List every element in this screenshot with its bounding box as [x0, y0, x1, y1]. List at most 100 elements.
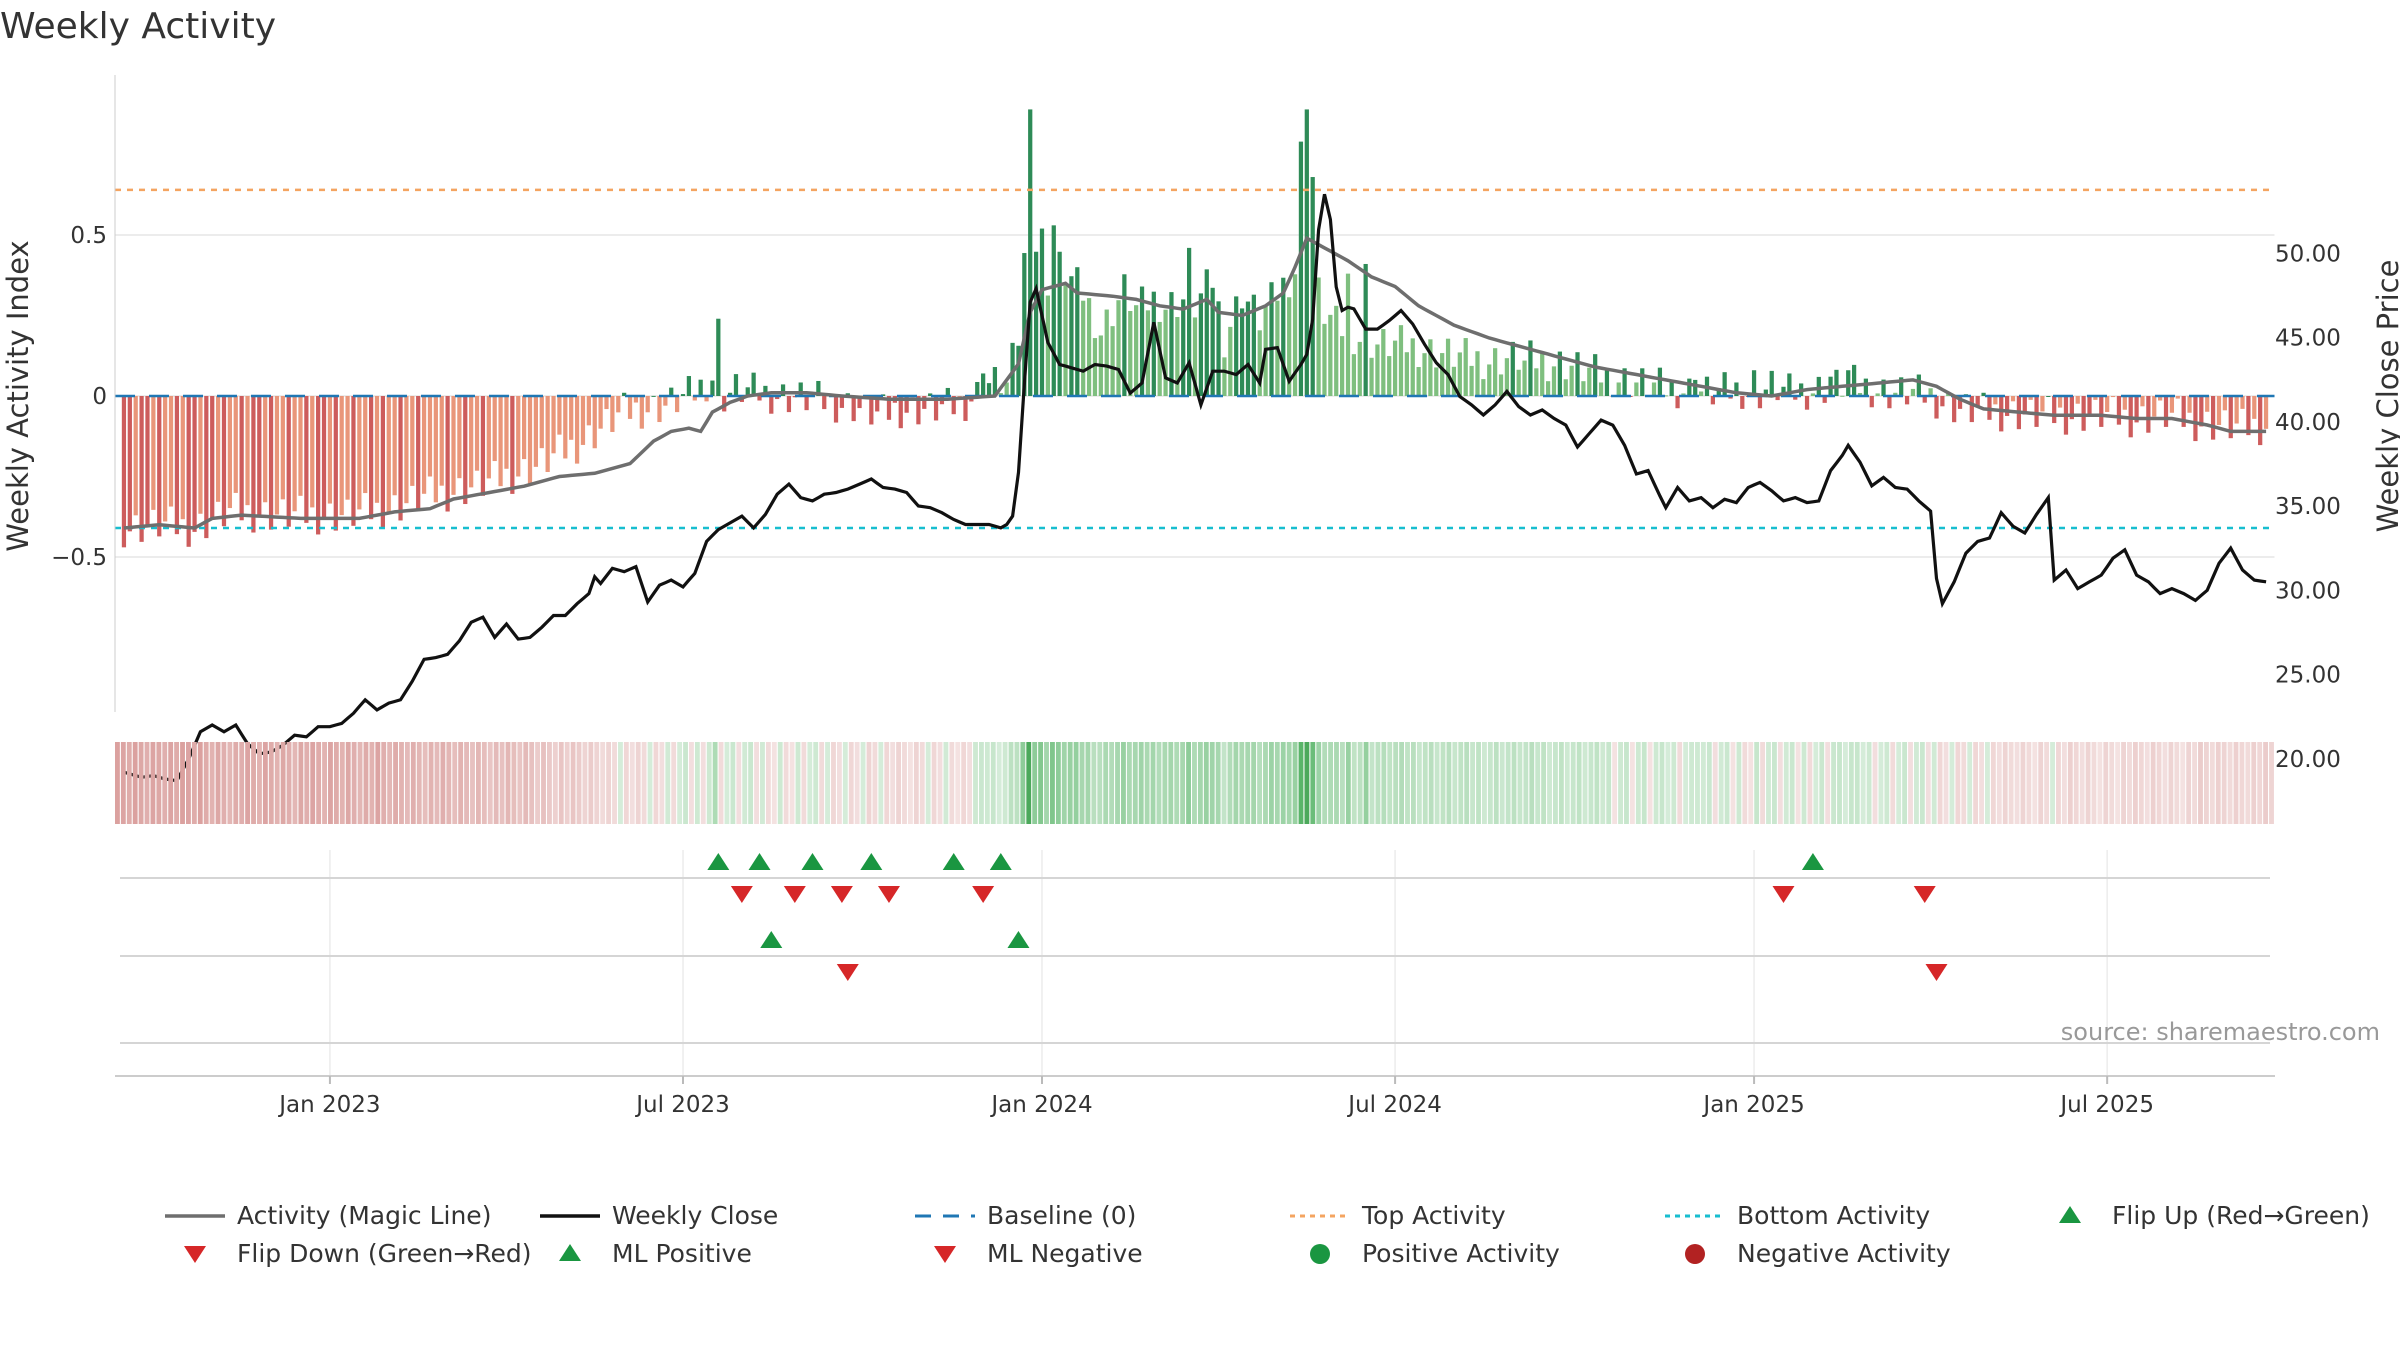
- activity-bar: [2228, 396, 2233, 439]
- legend-label: Positive Activity: [1362, 1239, 1560, 1268]
- heat-cell: [1766, 742, 1771, 824]
- activity-bar: [221, 396, 227, 527]
- activity-bar: [2222, 396, 2227, 411]
- heat-cell: [967, 742, 973, 824]
- activity-bar: [457, 396, 462, 479]
- activity-bar: [704, 396, 709, 402]
- activity-bar: [1616, 382, 1621, 396]
- activity-bar: [963, 396, 968, 421]
- activity-bar: [869, 396, 874, 425]
- activity-bar: [1793, 396, 1798, 400]
- heat-cell: [1505, 742, 1511, 824]
- activity-bar: [792, 396, 797, 398]
- activity-bar: [975, 381, 980, 396]
- activity-bar: [1357, 341, 1362, 396]
- activity-bar: [2175, 396, 2180, 399]
- legend-item: Baseline (0): [915, 1201, 1136, 1230]
- heat-cell: [919, 742, 925, 824]
- heat-cell: [1458, 742, 1464, 824]
- heat-cell: [665, 742, 671, 824]
- heat-cell: [1511, 742, 1517, 824]
- activity-bar: [1375, 344, 1380, 396]
- heat-cell: [641, 742, 647, 824]
- heat-cell: [1878, 742, 1884, 824]
- heat-cell: [1558, 742, 1564, 824]
- heat-cell: [1990, 742, 1996, 824]
- activity-bar: [1434, 367, 1439, 396]
- heat-cell: [286, 742, 292, 824]
- activity-bar: [1698, 391, 1704, 396]
- heat-cell: [943, 742, 949, 824]
- activity-bar: [1910, 388, 1916, 396]
- legend-circle-swatch: [1685, 1244, 1705, 1264]
- heat-cell: [890, 742, 896, 824]
- activity-bar: [392, 396, 397, 496]
- heat-cell: [2067, 742, 2073, 824]
- activity-bar: [710, 380, 715, 396]
- activity-bar: [1928, 388, 1933, 396]
- heat-cell: [126, 742, 132, 824]
- activity-bar: [1651, 382, 1657, 396]
- activity-bar: [886, 396, 892, 420]
- heat-cell: [1369, 742, 1375, 824]
- activity-bar: [898, 396, 903, 429]
- activity-bar: [786, 396, 792, 413]
- heat-cell: [227, 742, 233, 824]
- heat-cell: [872, 742, 878, 824]
- heat-cell: [2073, 742, 2079, 824]
- heat-cell: [1754, 742, 1760, 824]
- activity-bar: [2258, 396, 2263, 446]
- activity-bar: [1186, 247, 1192, 396]
- heat-cell: [1150, 742, 1156, 824]
- heat-cell: [570, 742, 576, 824]
- activity-bar: [1269, 282, 1274, 396]
- heat-cell: [1908, 742, 1913, 824]
- activity-bar: [951, 396, 956, 415]
- activity-heat-strip: [115, 742, 2274, 824]
- activity-bar: [1598, 382, 1604, 396]
- heat-cell: [884, 742, 890, 824]
- activity-bar: [1734, 382, 1739, 396]
- activity-bar: [527, 396, 533, 485]
- activity-bar: [404, 396, 409, 504]
- heat-cell: [1937, 742, 1943, 824]
- activity-bar: [2240, 396, 2245, 409]
- y-right-axis-label: Weekly Close Price: [2371, 260, 2400, 533]
- heat-cell: [162, 742, 168, 824]
- heat-cell: [2192, 742, 2198, 824]
- reference-lines: [115, 188, 2275, 530]
- heat-cell: [440, 742, 446, 824]
- activity-bar: [1787, 373, 1792, 396]
- heat-cell: [1008, 742, 1014, 824]
- heat-cell: [1641, 742, 1647, 824]
- activity-bar: [1345, 273, 1351, 396]
- activity-bar: [386, 396, 391, 513]
- activity-bar: [1693, 379, 1698, 396]
- activity-bar: [139, 396, 144, 542]
- heat-cell: [298, 742, 304, 824]
- heat-cell: [653, 742, 659, 824]
- activity-bar: [1445, 338, 1451, 396]
- heat-cell: [1499, 742, 1505, 824]
- activity-bar: [622, 392, 627, 396]
- heat-cell: [1606, 742, 1612, 824]
- heat-cell: [588, 742, 594, 824]
- heat-cell: [2257, 742, 2263, 824]
- y-right-tick-label: 40.00: [2275, 410, 2341, 436]
- legend-label: Activity (Magic Line): [237, 1201, 491, 1230]
- heat-cell: [1470, 742, 1476, 824]
- heat-cell: [1547, 742, 1552, 824]
- activity-bar: [316, 396, 321, 535]
- activity-bar: [198, 396, 203, 514]
- activity-bar: [633, 396, 639, 403]
- legend-label: Weekly Close: [612, 1201, 778, 1230]
- activity-bar: [1328, 314, 1333, 396]
- heat-cell: [1227, 742, 1233, 824]
- legend-item: ML Negative: [934, 1239, 1143, 1268]
- activity-bar: [1728, 396, 1733, 399]
- heat-cell: [706, 742, 712, 824]
- heat-cell: [1411, 742, 1416, 824]
- activity-bar: [1810, 393, 1816, 396]
- heat-cell: [1257, 742, 1262, 824]
- heat-cell: [2097, 742, 2103, 824]
